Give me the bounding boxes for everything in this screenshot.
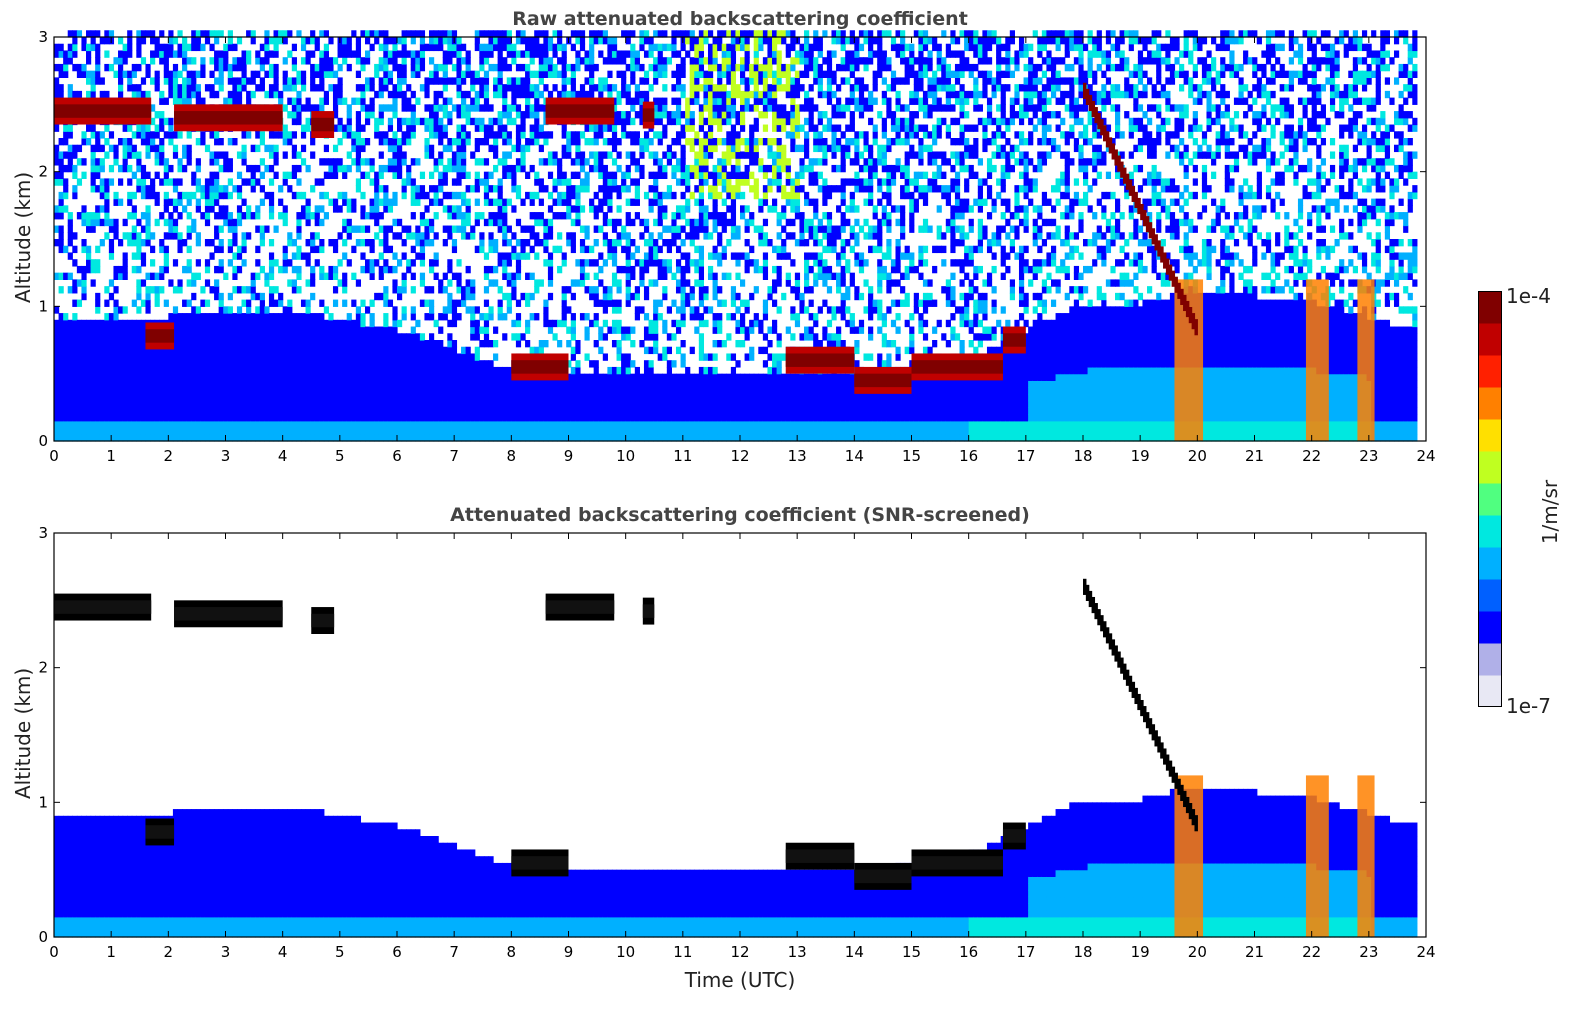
colorbar-segment <box>1478 547 1502 580</box>
precip-streak-2 <box>1357 279 1375 441</box>
x-tick-label: 12 <box>730 447 749 465</box>
x-tick-label: 8 <box>507 447 517 465</box>
x-axis-label: Time (UTC) <box>684 968 796 992</box>
x-tick-label: 10 <box>616 447 635 465</box>
colorbar-segment <box>1478 611 1502 644</box>
bottom-chart-title: Attenuated backscattering coefficient (S… <box>450 504 1030 526</box>
x-tick-label: 21 <box>1245 943 1264 961</box>
y-tick-label: 3 <box>38 28 48 46</box>
x-tick-label: 12 <box>730 943 749 961</box>
x-tick-label: 11 <box>673 447 692 465</box>
x-tick-label: 1 <box>106 447 116 465</box>
x-tick-label: 24 <box>1416 943 1435 961</box>
y-tick-label: 3 <box>38 524 48 542</box>
precip-streak-2 <box>1357 775 1375 937</box>
x-tick-label: 4 <box>278 943 288 961</box>
colorbar-unit-label: 1/m/sr <box>1538 479 1562 545</box>
colorbar-segment <box>1478 323 1502 356</box>
y-tick-label: 0 <box>38 928 48 946</box>
x-tick-label: 21 <box>1245 447 1264 465</box>
x-tick-label: 20 <box>1188 943 1207 961</box>
x-tick-label: 15 <box>902 943 921 961</box>
x-tick-label: 19 <box>1131 447 1150 465</box>
x-tick-label: 24 <box>1416 447 1435 465</box>
colorbar-segment <box>1478 387 1502 420</box>
x-tick-label: 4 <box>278 447 288 465</box>
x-tick-label: 9 <box>564 943 574 961</box>
y-tick-label: 0 <box>38 432 48 450</box>
x-tick-label: 6 <box>392 943 402 961</box>
precip-streak-1 <box>1305 775 1329 937</box>
top-chart-title: Raw attenuated backscattering coefficien… <box>512 8 968 30</box>
x-tick-label: 18 <box>1073 447 1092 465</box>
colorbar-segment <box>1478 579 1502 612</box>
colorbar-segment <box>1478 355 1502 388</box>
x-tick-label: 5 <box>335 447 345 465</box>
x-tick-label: 17 <box>1016 447 1035 465</box>
x-tick-label: 11 <box>673 943 692 961</box>
x-tick-label: 14 <box>845 447 864 465</box>
x-tick-label: 23 <box>1359 447 1378 465</box>
y-tick-label: 1 <box>38 297 48 315</box>
x-tick-label: 16 <box>959 447 978 465</box>
x-tick-label: 14 <box>845 943 864 961</box>
y-tick-label: 1 <box>38 793 48 811</box>
x-tick-label: 22 <box>1302 943 1321 961</box>
x-tick-label: 13 <box>788 943 807 961</box>
x-tick-label: 1 <box>106 943 116 961</box>
x-tick-label: 16 <box>959 943 978 961</box>
colorbar-segment <box>1478 419 1502 452</box>
x-tick-label: 20 <box>1188 447 1207 465</box>
x-tick-label: 2 <box>164 943 174 961</box>
x-tick-label: 7 <box>449 943 459 961</box>
heatmap-cells-raw <box>54 30 1418 442</box>
colorbar <box>1478 291 1502 707</box>
x-tick-label: 6 <box>392 447 402 465</box>
x-tick-label: 13 <box>788 447 807 465</box>
colorbar-segment <box>1478 515 1502 548</box>
x-tick-label: 2 <box>164 447 174 465</box>
colorbar-segment <box>1478 483 1502 516</box>
x-tick-label: 23 <box>1359 943 1378 961</box>
y-tick-label: 2 <box>38 659 48 677</box>
x-tick-label: 9 <box>564 447 574 465</box>
x-tick-label: 19 <box>1131 943 1150 961</box>
colorbar-max-label: 1e-4 <box>1506 284 1551 308</box>
x-tick-label: 18 <box>1073 943 1092 961</box>
y-tick-label: 2 <box>38 163 48 181</box>
x-tick-label: 3 <box>221 447 231 465</box>
colorbar-segment <box>1478 291 1502 324</box>
colorbar-min-label: 1e-7 <box>1506 694 1551 718</box>
x-tick-label: 5 <box>335 943 345 961</box>
x-tick-label: 10 <box>616 943 635 961</box>
heatmap-cells-screened <box>54 578 1418 938</box>
x-tick-label: 22 <box>1302 447 1321 465</box>
x-tick-label: 7 <box>449 447 459 465</box>
x-tick-label: 0 <box>49 447 59 465</box>
colorbar-segment <box>1478 643 1502 676</box>
colorbar-segment <box>1478 675 1502 707</box>
x-tick-label: 0 <box>49 943 59 961</box>
colorbar-segment <box>1478 451 1502 484</box>
x-tick-label: 15 <box>902 447 921 465</box>
bottom-y-axis-label: Altitude (km) <box>11 667 35 799</box>
x-tick-label: 8 <box>507 943 517 961</box>
precip-streak-1 <box>1305 279 1329 441</box>
x-tick-label: 3 <box>221 943 231 961</box>
x-tick-label: 17 <box>1016 943 1035 961</box>
